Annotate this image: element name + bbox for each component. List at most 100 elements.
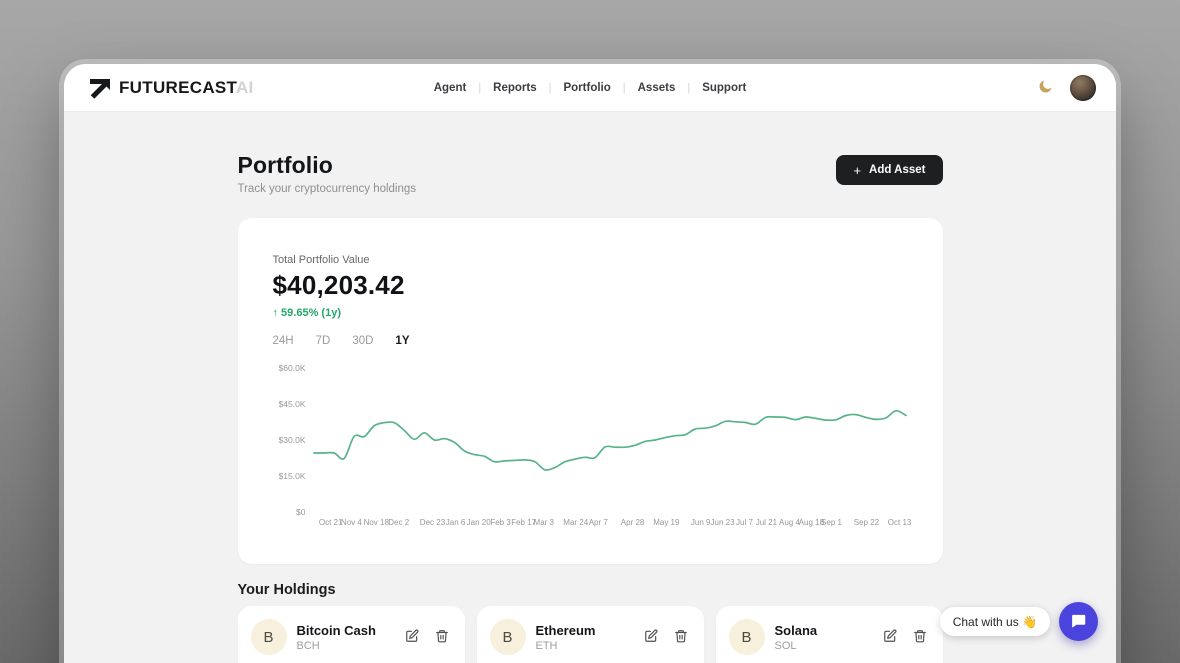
nav-separator: |: [478, 81, 482, 94]
range-tab-1y[interactable]: 1Y: [395, 335, 410, 347]
asset-avatar: B: [489, 619, 526, 655]
delete-asset-button[interactable]: [674, 629, 688, 646]
app-header: FUTURECASTAI Agent | Reports | Portfolio | Ass…: [64, 64, 1116, 112]
holdings-heading: Your Holdings: [237, 582, 336, 598]
page-title: Portfolio: [237, 152, 333, 178]
x-tick-label: Sep 22: [853, 518, 880, 527]
trash-icon: [913, 629, 927, 646]
chat-widget: Chat with us 👋: [939, 602, 1098, 641]
chat-fab-button[interactable]: [1059, 602, 1098, 641]
time-range-tabs: 24H 7D 30D 1Y: [273, 335, 906, 347]
arrow-up-right-logo-icon: [88, 76, 112, 100]
edit-asset-button[interactable]: [883, 629, 897, 646]
x-tick-label: Aug 18: [798, 518, 825, 527]
x-tick-label: Jun 9: [690, 518, 711, 527]
asset-name: Ethereum: [535, 622, 596, 638]
delete-asset-button[interactable]: [435, 629, 449, 646]
y-tick-label: $60.0K: [278, 363, 306, 373]
x-tick-label: Nov 18: [363, 518, 389, 527]
x-tick-label: Jul 7: [736, 518, 753, 527]
page-content: Portfolio Track your cryptocurrency hold…: [64, 112, 1116, 663]
nav-item-assets[interactable]: Assets: [637, 81, 676, 94]
chat-bubble-icon: [1070, 612, 1087, 632]
holding-card-header: B Ethereum ETH: [489, 619, 691, 655]
x-tick-label: Jun 23: [710, 518, 735, 527]
nav-item-support[interactable]: Support: [702, 81, 747, 94]
x-tick-label: Apr 28: [620, 518, 645, 527]
asset-symbol: SOL: [774, 639, 797, 652]
chat-with-us-button[interactable]: Chat with us 👋: [939, 607, 1050, 636]
y-tick-label: $30.0K: [278, 435, 306, 445]
brand-name: FUTURECAST: [119, 77, 236, 97]
page-subtitle: Track your cryptocurrency holdings: [237, 183, 417, 195]
chart-plot-area[interactable]: [312, 368, 907, 512]
x-tick-label: Jan 20: [466, 518, 491, 527]
x-tick-label: Sep 1: [821, 518, 842, 527]
holding-card-sol: B Solana SOL AI Score: -1 (Slightly Bear…: [715, 606, 943, 663]
trash-icon: [435, 629, 449, 646]
moon-icon: [1037, 78, 1054, 98]
y-tick-label: $45.0K: [278, 399, 306, 409]
y-tick-label: $15.0K: [278, 471, 306, 481]
x-tick-label: Oct 13: [887, 518, 912, 527]
total-portfolio-value: $40,203.42: [272, 270, 405, 300]
main-nav: Agent | Reports | Portfolio | Assets | Support: [422, 82, 759, 94]
edit-asset-button[interactable]: [644, 629, 658, 646]
edit-asset-button[interactable]: [405, 629, 419, 646]
holding-card-header: B Solana SOL: [728, 619, 930, 655]
delete-asset-button[interactable]: [913, 629, 927, 646]
nav-separator: |: [622, 81, 626, 94]
asset-symbol: ETH: [535, 639, 558, 652]
nav-separator: |: [687, 81, 691, 94]
nav-item-portfolio[interactable]: Portfolio: [563, 81, 611, 94]
x-tick-label: Feb 3: [490, 518, 511, 527]
chart-x-axis: Oct 21 Nov 4 Nov 18 Dec 2 Dec 23 Jan 6 Jan 20 F…: [314, 516, 912, 530]
x-tick-label: Jan 6: [445, 518, 466, 527]
edit-pencil-icon: [883, 629, 897, 646]
brand-suffix: AI: [235, 77, 254, 97]
portfolio-change-badge: ↑ 59.65% (1y): [272, 307, 341, 319]
dark-mode-toggle[interactable]: [1034, 77, 1056, 99]
x-tick-label: Mar 3: [533, 518, 555, 527]
header-actions: [1034, 74, 1096, 101]
trash-icon: [674, 629, 688, 646]
asset-avatar: B: [728, 619, 765, 655]
portfolio-line-chart: $60.0K $45.0K $30.0K $15.0K $0: [273, 363, 907, 517]
asset-name: Bitcoin Cash: [296, 622, 376, 638]
x-tick-label: Apr 7: [588, 518, 608, 527]
y-tick-label: $0: [296, 507, 306, 517]
edit-pencil-icon: [405, 629, 419, 646]
portfolio-line-series: [312, 409, 907, 471]
x-tick-label: May 19: [653, 518, 680, 527]
holding-card-bch: B Bitcoin Cash BCH AI Score: -1 (Slightl…: [237, 606, 465, 663]
user-avatar[interactable]: [1070, 74, 1096, 101]
nav-item-reports[interactable]: Reports: [493, 81, 537, 94]
page-head: Portfolio Track your cryptocurrency hold…: [238, 152, 943, 195]
x-tick-label: Nov 4: [340, 518, 362, 527]
x-tick-label: Aug 4: [779, 518, 800, 527]
add-asset-button[interactable]: + Add Asset: [836, 155, 943, 185]
nav-item-agent[interactable]: Agent: [433, 81, 467, 94]
holding-card-eth: B Ethereum ETH AI Score: -4 (Slightly Be…: [476, 606, 704, 663]
x-tick-label: Oct 21: [318, 518, 343, 527]
asset-symbol: BCH: [296, 639, 320, 652]
brand-logo[interactable]: FUTURECASTAI: [88, 76, 254, 100]
chart-y-axis: $60.0K $45.0K $30.0K $15.0K $0: [273, 363, 314, 517]
x-tick-label: Feb 17: [511, 518, 537, 527]
x-tick-label: Mar 24: [563, 518, 589, 527]
range-tab-24h[interactable]: 24H: [272, 335, 294, 347]
x-tick-label: Jul 21: [755, 518, 778, 527]
asset-avatar: B: [250, 619, 287, 655]
plus-icon: +: [853, 162, 862, 178]
range-tab-7d[interactable]: 7D: [315, 335, 331, 347]
x-tick-label: Dec 2: [388, 518, 410, 527]
total-portfolio-label: Total Portfolio Value: [272, 254, 370, 266]
range-tab-30d[interactable]: 30D: [352, 335, 374, 347]
holdings-cards: B Bitcoin Cash BCH AI Score: -1 (Slightl…: [237, 606, 943, 663]
x-tick-label: Dec 23: [419, 518, 446, 527]
app-window: FUTURECASTAI Agent | Reports | Portfolio | Ass…: [64, 64, 1116, 663]
asset-name: Solana: [774, 622, 818, 638]
edit-pencil-icon: [644, 629, 658, 646]
holding-card-header: B Bitcoin Cash BCH: [250, 619, 452, 655]
